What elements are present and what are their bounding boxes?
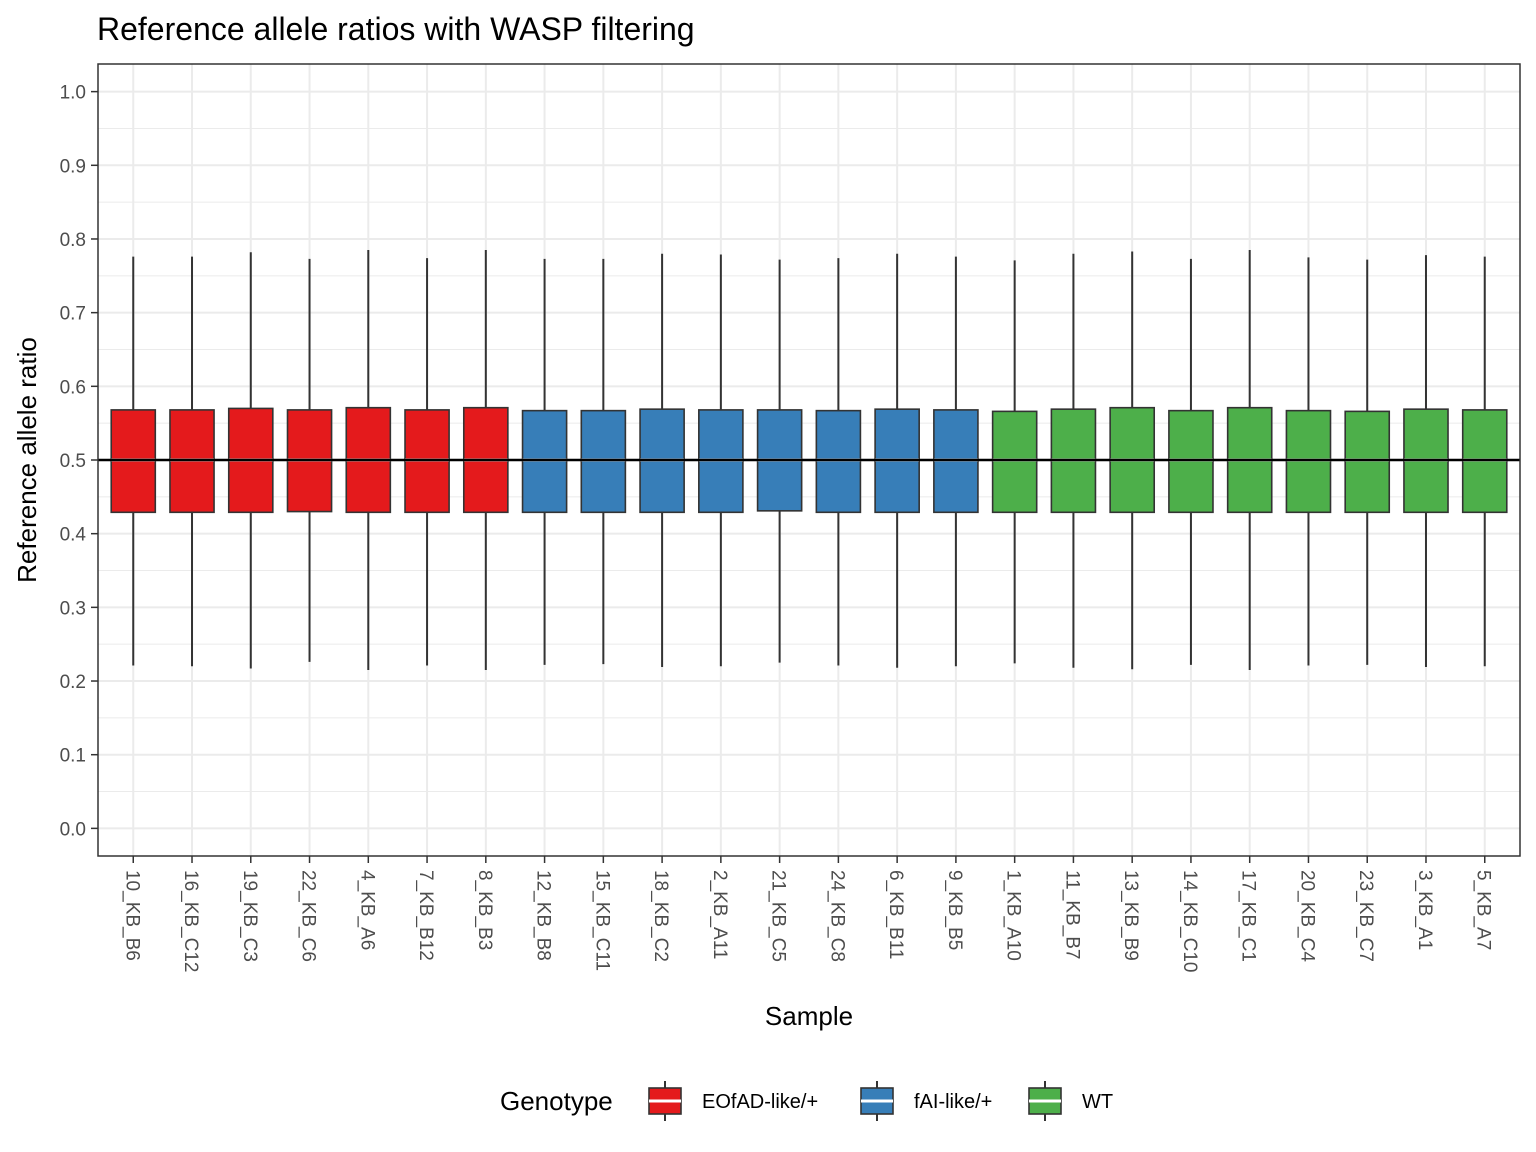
box-7_KB_B12 — [404, 258, 450, 666]
box-16_KB_C12 — [169, 256, 215, 667]
legend-label: WT — [1082, 1091, 1113, 1113]
y-tick-label: 0.3 — [60, 598, 86, 619]
x-tick-label: 14_KB_C10 — [1179, 870, 1200, 972]
x-axis-title: Sample — [765, 1001, 853, 1031]
x-tick-label: 9_KB_B5 — [944, 870, 965, 950]
box-24_KB_C8 — [815, 258, 862, 666]
x-tick-label: 18_KB_C2 — [650, 870, 671, 962]
x-tick-label: 12_KB_B8 — [533, 870, 554, 961]
y-axis-title: Reference allele ratio — [12, 337, 42, 583]
chart-title: Reference allele ratios with WASP filter… — [97, 11, 695, 47]
box-15_KB_C11 — [580, 258, 627, 665]
y-tick-label: 0.0 — [60, 819, 86, 840]
x-tick-label: 24_KB_C8 — [826, 870, 847, 962]
legend-entry-0: EOfAD-like/+ — [648, 1081, 818, 1121]
y-axis: 0.0 0.1 0.2 0.3 0.4 0.5 0.6 0.7 0.8 0.9 1.0 — [60, 83, 98, 840]
x-tick-label: 11_KB_B7 — [1061, 870, 1082, 959]
x-tick-label: 21_KB_C5 — [768, 870, 789, 962]
legend-label: fAI-like/+ — [914, 1091, 992, 1113]
box-body — [991, 410, 1038, 514]
y-tick-label: 0.4 — [60, 525, 87, 546]
y-tick-label: 0.8 — [60, 230, 86, 251]
x-tick-label: 4_KB_A6 — [356, 870, 377, 950]
y-tick-label: 0.7 — [60, 304, 86, 325]
y-tick-label: 0.9 — [60, 156, 86, 177]
x-tick-label: 16_KB_C12 — [180, 870, 201, 972]
box-body — [1344, 410, 1391, 514]
legend-entry-1: fAI-like/+ — [860, 1081, 992, 1121]
x-tick-label: 15_KB_C11 — [591, 870, 612, 971]
box-14_KB_C10 — [1168, 258, 1214, 665]
y-tick-label: 0.1 — [60, 746, 86, 767]
y-tick-label: 0.5 — [60, 451, 86, 472]
legend-label: EOfAD-like/+ — [702, 1091, 818, 1113]
x-tick-label: 22_KB_C6 — [298, 870, 319, 962]
x-tick-label: 3_KB_A1 — [1414, 870, 1435, 950]
x-tick-label: 17_KB_C1 — [1238, 870, 1259, 962]
box-9_KB_B5 — [933, 256, 979, 667]
x-tick-label: 6_KB_B11 — [885, 870, 906, 959]
x-tick-label: 8_KB_B3 — [474, 870, 495, 950]
box-1_KB_A10 — [991, 260, 1038, 664]
x-axis: 10_KB_B6 16_KB_C12 19_KB_C3 22_KB_C6 4_KB_A6… — [121, 856, 1494, 972]
y-tick-label: 1.0 — [60, 83, 86, 104]
x-tick-label: 10_KB_B6 — [121, 870, 142, 961]
y-tick-label: 0.2 — [60, 672, 86, 693]
legend-title: Genotype — [500, 1086, 613, 1116]
x-tick-label: 23_KB_C7 — [1355, 870, 1376, 962]
x-tick-label: 7_KB_B12 — [415, 870, 436, 961]
box-23_KB_C7 — [1344, 259, 1391, 665]
box-12_KB_B8 — [521, 258, 568, 665]
x-tick-label: 20_KB_C4 — [1296, 870, 1317, 962]
x-tick-label: 1_KB_A10 — [1003, 870, 1024, 961]
legend-entry-2: WT — [1028, 1081, 1113, 1121]
boxes — [110, 250, 1508, 670]
y-tick-label: 0.6 — [60, 377, 86, 398]
box-20_KB_C4 — [1285, 257, 1332, 666]
x-tick-label: 5_KB_A7 — [1473, 870, 1494, 950]
legend: Genotype EOfAD-like/+ fAI-like/+ WT — [500, 1081, 1113, 1121]
box-5_KB_A7 — [1461, 256, 1508, 667]
x-tick-label: 2_KB_A11 — [709, 870, 730, 959]
grid — [98, 64, 1520, 856]
x-tick-label: 19_KB_C3 — [239, 870, 260, 962]
x-tick-label: 13_KB_B9 — [1120, 870, 1141, 961]
